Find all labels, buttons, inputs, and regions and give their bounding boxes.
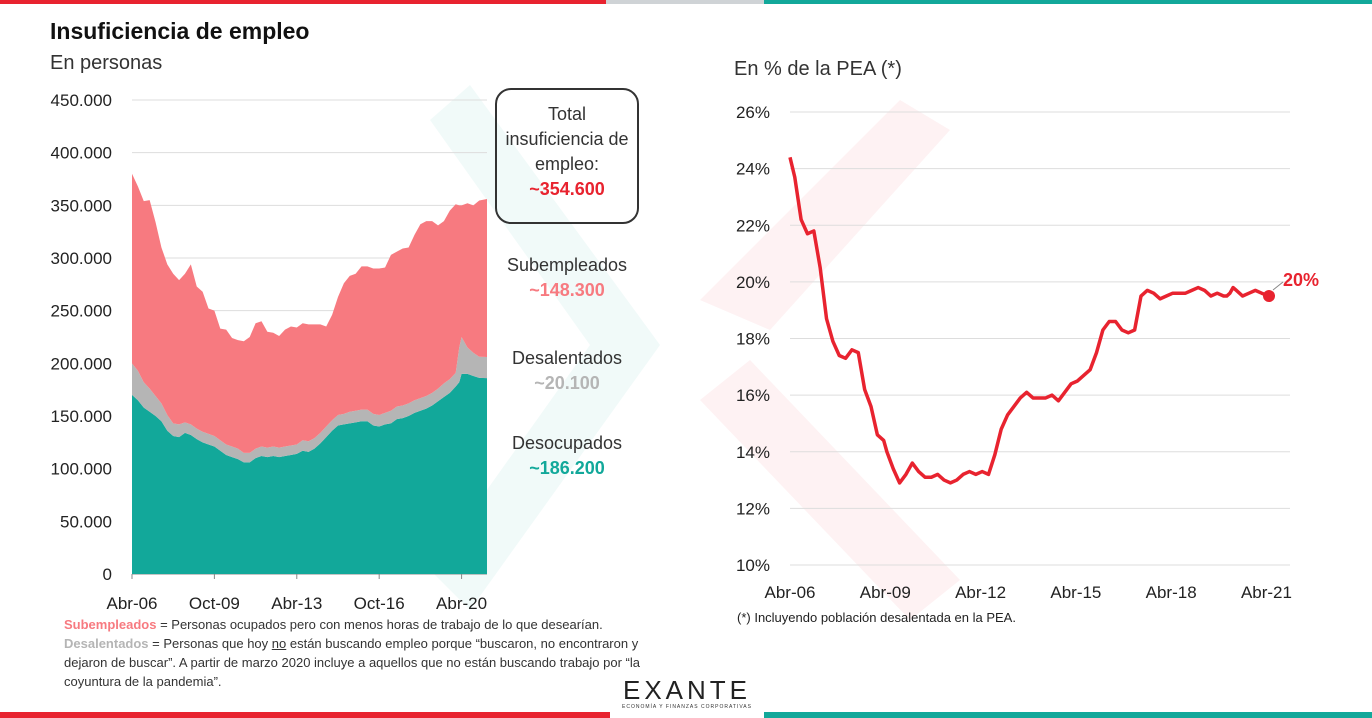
total-box-value: ~354.600 bbox=[529, 179, 605, 199]
note-des-def-no: no bbox=[271, 636, 287, 651]
right-chart-line bbox=[788, 156, 1270, 485]
left-x-tick-label: Abr-06 bbox=[106, 594, 157, 613]
left-x-tick-label: Oct-16 bbox=[354, 594, 405, 613]
right-y-tick-label: 22% bbox=[736, 216, 770, 235]
top-accent-bar bbox=[0, 0, 1372, 4]
left-chart-y-ticks: 0 50.000 100.000 150.000 200.000 250.000 300.0… bbox=[51, 91, 112, 584]
right-chart-subtitle: En % de la PEA (*) bbox=[734, 58, 902, 80]
logo-tagline: ECONOMÍA Y FINANZAS CORPORATIVAS bbox=[622, 704, 752, 710]
label-desalentados-name: Desalentados bbox=[511, 348, 623, 368]
right-x-tick-label: Abr-15 bbox=[1050, 583, 1101, 602]
label-desalentados-value: ~20.100 bbox=[534, 373, 600, 393]
definitions-notes: Subempleados = Personas ocupados pero co… bbox=[64, 615, 664, 691]
label-desocupados: Desocupados ~186.200 bbox=[495, 431, 639, 481]
exante-logo: EXANTE ECONOMÍA Y FINANZAS CORPORATIVAS bbox=[612, 676, 762, 710]
right-y-tick-label: 26% bbox=[736, 103, 770, 122]
left-y-tick-label: 300.000 bbox=[51, 249, 112, 268]
left-x-tick-label: Abr-13 bbox=[271, 594, 322, 613]
label-desalentados: Desalentados ~20.100 bbox=[495, 346, 639, 396]
right-line-chart: 10% 12% 14% 16% 18% 20% 22% 24% 26% Abr-06 Abr-09… bbox=[736, 103, 1319, 602]
right-y-tick-label: 18% bbox=[736, 330, 770, 349]
left-chart-subtitle: En personas bbox=[50, 52, 163, 74]
right-chart-y-ticks: 10% 12% 14% 16% 18% 20% 22% 24% 26% bbox=[736, 103, 770, 575]
left-y-tick-label: 250.000 bbox=[51, 302, 112, 321]
note-sub-def: = Personas ocupados pero con menos horas… bbox=[156, 617, 603, 632]
label-desocupados-value: ~186.200 bbox=[529, 458, 605, 478]
left-chart-x-ticks: Abr-06 Oct-09 Abr-13 Oct-16 Abr-20 bbox=[106, 574, 487, 613]
label-subempleados: Subempleados ~148.300 bbox=[495, 253, 639, 303]
area-desalentados bbox=[132, 337, 487, 463]
note-des-def-a: = Personas que hoy bbox=[148, 636, 272, 651]
page-title: Insuficiencia de empleo bbox=[50, 18, 310, 44]
total-box-line2: insuficiencia de bbox=[505, 129, 629, 149]
logo-word: EXANTE bbox=[622, 675, 752, 705]
right-chart-annotation: 20% bbox=[1263, 270, 1319, 303]
right-x-tick-label: Abr-18 bbox=[1146, 583, 1197, 602]
right-x-tick-label: Abr-06 bbox=[764, 583, 815, 602]
last-point-marker bbox=[1263, 290, 1275, 303]
left-x-tick-label: Abr-20 bbox=[436, 594, 487, 613]
annotation-leader bbox=[1272, 281, 1284, 291]
right-chart-grid bbox=[790, 111, 1290, 566]
left-y-tick-label: 0 bbox=[103, 565, 112, 584]
right-y-tick-label: 12% bbox=[736, 499, 770, 518]
note-sub-term: Subempleados bbox=[64, 617, 157, 632]
line-insuficiencia bbox=[788, 156, 1270, 485]
annotation-label: 20% bbox=[1283, 270, 1319, 290]
right-x-tick-label: Abr-21 bbox=[1241, 583, 1292, 602]
right-chart-footnote: (*) Incluyendo población desalentada en … bbox=[737, 610, 1016, 625]
area-subempleados bbox=[132, 173, 487, 453]
left-x-tick-label: Oct-09 bbox=[189, 594, 240, 613]
left-chart-areas bbox=[132, 173, 487, 574]
left-stacked-area-chart: 0 50.000 100.000 150.000 200.000 250.000 300.0… bbox=[51, 91, 488, 613]
label-subempleados-value: ~148.300 bbox=[529, 280, 605, 300]
right-y-tick-label: 10% bbox=[736, 556, 770, 575]
total-box-line3: empleo: bbox=[534, 154, 600, 174]
label-desocupados-name: Desocupados bbox=[511, 433, 623, 453]
left-y-tick-label: 50.000 bbox=[60, 512, 112, 531]
left-y-tick-label: 350.000 bbox=[51, 196, 112, 215]
bottom-accent-bar bbox=[0, 712, 1372, 718]
note-des-term: Desalentados bbox=[64, 636, 149, 651]
right-y-tick-label: 24% bbox=[736, 160, 770, 179]
left-y-tick-label: 100.000 bbox=[51, 460, 112, 479]
right-y-tick-label: 14% bbox=[736, 443, 770, 462]
total-box-line1: Total bbox=[547, 104, 587, 124]
right-x-tick-label: Abr-12 bbox=[955, 583, 1006, 602]
left-y-tick-label: 150.000 bbox=[51, 407, 112, 426]
label-subempleados-name: Subempleados bbox=[506, 255, 628, 275]
left-y-tick-label: 450.000 bbox=[51, 91, 112, 110]
right-y-tick-label: 16% bbox=[736, 386, 770, 405]
right-y-tick-label: 20% bbox=[736, 273, 770, 292]
note-des-def-b: están buscando empleo porque “buscaron, … bbox=[64, 636, 640, 689]
total-insufficiency-box: Total insuficiencia de empleo: ~354.600 bbox=[495, 88, 639, 224]
left-y-tick-label: 400.000 bbox=[51, 144, 112, 163]
left-y-tick-label: 200.000 bbox=[51, 354, 112, 373]
right-chart-x-ticks: Abr-06 Abr-09 Abr-12 Abr-15 Abr-18 Abr-21 bbox=[764, 583, 1291, 602]
right-x-tick-label: Abr-09 bbox=[860, 583, 911, 602]
area-desocupados bbox=[132, 373, 487, 574]
